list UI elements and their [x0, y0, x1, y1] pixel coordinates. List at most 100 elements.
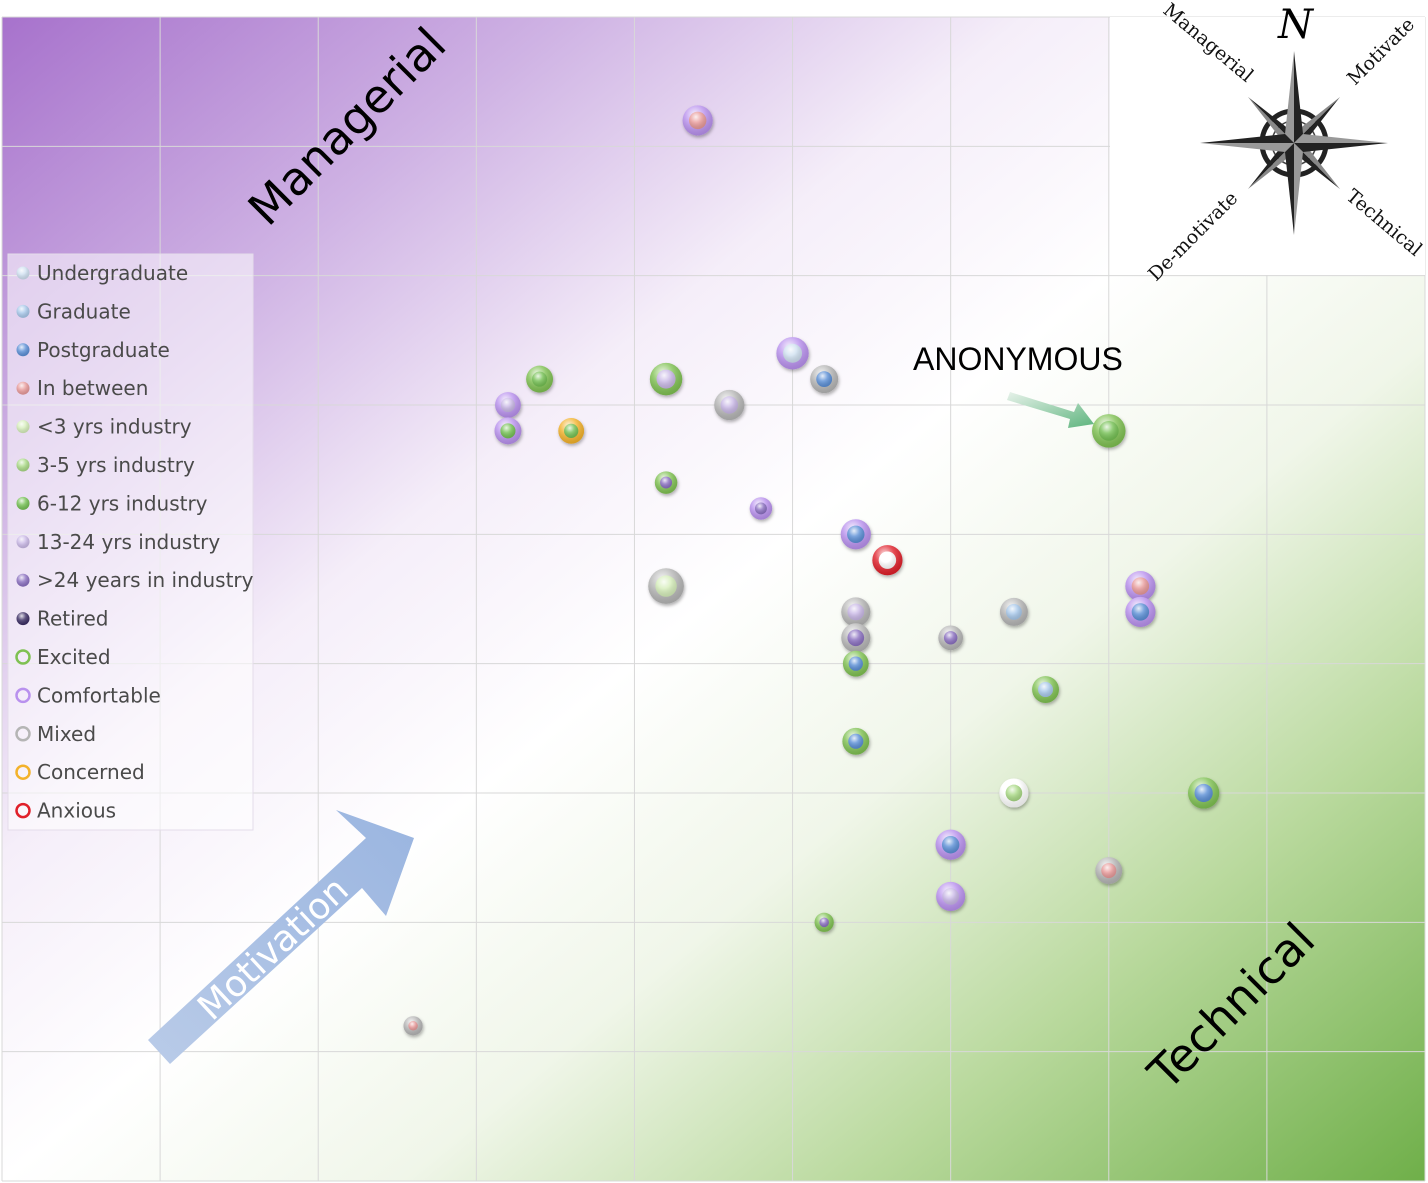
- legend-marker-gloss: [16, 420, 30, 434]
- data-point: [814, 912, 834, 932]
- legend-marker-gloss: [16, 496, 30, 510]
- legend-label: 3-5 yrs industry: [37, 453, 195, 477]
- data-point-gloss: [656, 369, 676, 389]
- legend-label: >24 years in industry: [37, 568, 254, 592]
- data-point: [649, 362, 683, 396]
- data-point-gloss: [816, 371, 833, 388]
- legend-label: Concerned: [37, 760, 145, 784]
- data-point-gloss: [783, 343, 803, 363]
- data-point-gloss: [847, 603, 865, 621]
- data-point-gloss: [943, 631, 958, 645]
- anonymous-label: ANONYMOUS: [913, 341, 1123, 377]
- legend-items: Undergraduate Graduate Postgraduate In betw…: [15, 261, 254, 823]
- data-point: [999, 778, 1029, 808]
- legend-label: Graduate: [37, 299, 131, 323]
- data-point-gloss: [1101, 863, 1117, 879]
- data-point: [1125, 570, 1156, 602]
- data-point-gloss: [1005, 604, 1022, 620]
- data-point-gloss: [819, 917, 829, 928]
- data-point: [648, 568, 684, 604]
- legend-item: >24 years in industry: [16, 568, 254, 592]
- data-point: [682, 105, 713, 136]
- legend-marker-gloss: [16, 573, 30, 587]
- data-point-gloss: [847, 629, 865, 647]
- legend-marker-gloss: [16, 304, 30, 318]
- legend-item: 3-5 yrs industry: [16, 453, 195, 477]
- data-point: [495, 392, 521, 418]
- data-point-gloss: [878, 551, 897, 569]
- legend-marker: [15, 687, 31, 704]
- legend-item: Concerned: [15, 760, 145, 784]
- data-point-gloss: [754, 502, 767, 515]
- legend-item: Graduate: [16, 299, 131, 323]
- data-point-gloss: [500, 423, 516, 439]
- legend-label: Excited: [37, 645, 111, 669]
- data-point: [776, 337, 809, 370]
- data-point: [1125, 596, 1156, 628]
- legend-item: Comfortable: [15, 683, 161, 707]
- legend-label: 13-24 yrs industry: [37, 530, 220, 554]
- data-point-gloss: [1131, 603, 1150, 621]
- data-point-gloss: [848, 656, 863, 671]
- legend-item: <3 yrs industry: [16, 415, 192, 439]
- legend-item: Anxious: [15, 799, 116, 823]
- data-point: [749, 497, 773, 520]
- data-point: [1187, 777, 1220, 809]
- data-point-gloss: [1005, 784, 1023, 802]
- data-point-gloss: [941, 836, 960, 854]
- data-points: [403, 105, 1220, 1036]
- data-point-gloss: [1098, 420, 1119, 441]
- motivation-arrow-shape: [148, 810, 414, 1064]
- data-point-gloss: [408, 1021, 418, 1031]
- data-point-gloss: [720, 396, 739, 414]
- data-point-gloss: [1131, 577, 1150, 595]
- legend-marker-gloss: [16, 535, 30, 549]
- data-point: [714, 389, 745, 421]
- data-point: [842, 727, 870, 755]
- data-point-gloss: [1038, 682, 1054, 698]
- data-point: [654, 471, 678, 494]
- legend-label: Mixed: [37, 722, 96, 746]
- data-point-gloss: [688, 111, 707, 130]
- data-point: [1095, 857, 1123, 885]
- data-point: [526, 365, 554, 393]
- legend-marker: [15, 802, 31, 819]
- legend-marker: [15, 726, 31, 742]
- data-point-gloss: [848, 733, 864, 749]
- data-point: [841, 597, 871, 627]
- legend-label: Postgraduate: [37, 338, 170, 362]
- legend-marker-gloss: [16, 381, 30, 395]
- legend: Undergraduate Graduate Postgraduate In betw…: [7, 253, 254, 831]
- legend-label: Anxious: [37, 799, 116, 823]
- legend-item: Mixed: [15, 722, 96, 746]
- legend-marker-gloss: [16, 266, 30, 280]
- legend-marker: [15, 649, 31, 665]
- legend-label: Retired: [37, 607, 108, 631]
- data-point-gloss: [942, 888, 959, 905]
- data-point-gloss: [500, 397, 516, 413]
- data-point-gloss: [655, 575, 677, 597]
- data-point: [842, 650, 869, 677]
- data-point: [936, 881, 966, 912]
- data-point: [938, 625, 964, 651]
- compass-north: N: [1277, 2, 1315, 48]
- data-point: [872, 545, 903, 576]
- legend-item: Excited: [15, 645, 111, 669]
- data-point: [558, 417, 585, 444]
- legend-marker-gloss: [16, 343, 30, 357]
- legend-item: 6-12 yrs industry: [16, 491, 208, 515]
- legend-box: [7, 253, 254, 831]
- data-point: [935, 829, 966, 860]
- data-point: [840, 519, 871, 550]
- compass-star-icon: [1200, 51, 1388, 235]
- legend-marker-gloss: [16, 458, 30, 472]
- legend-item: In between: [16, 376, 148, 400]
- legend-item: Undergraduate: [16, 261, 188, 285]
- legend-item: Retired: [16, 607, 108, 631]
- legend-label: <3 yrs industry: [37, 415, 192, 439]
- legend-label: In between: [37, 376, 148, 400]
- legend-label: Comfortable: [37, 683, 161, 707]
- legend-marker: [15, 764, 31, 780]
- legend-item: Postgraduate: [16, 338, 170, 362]
